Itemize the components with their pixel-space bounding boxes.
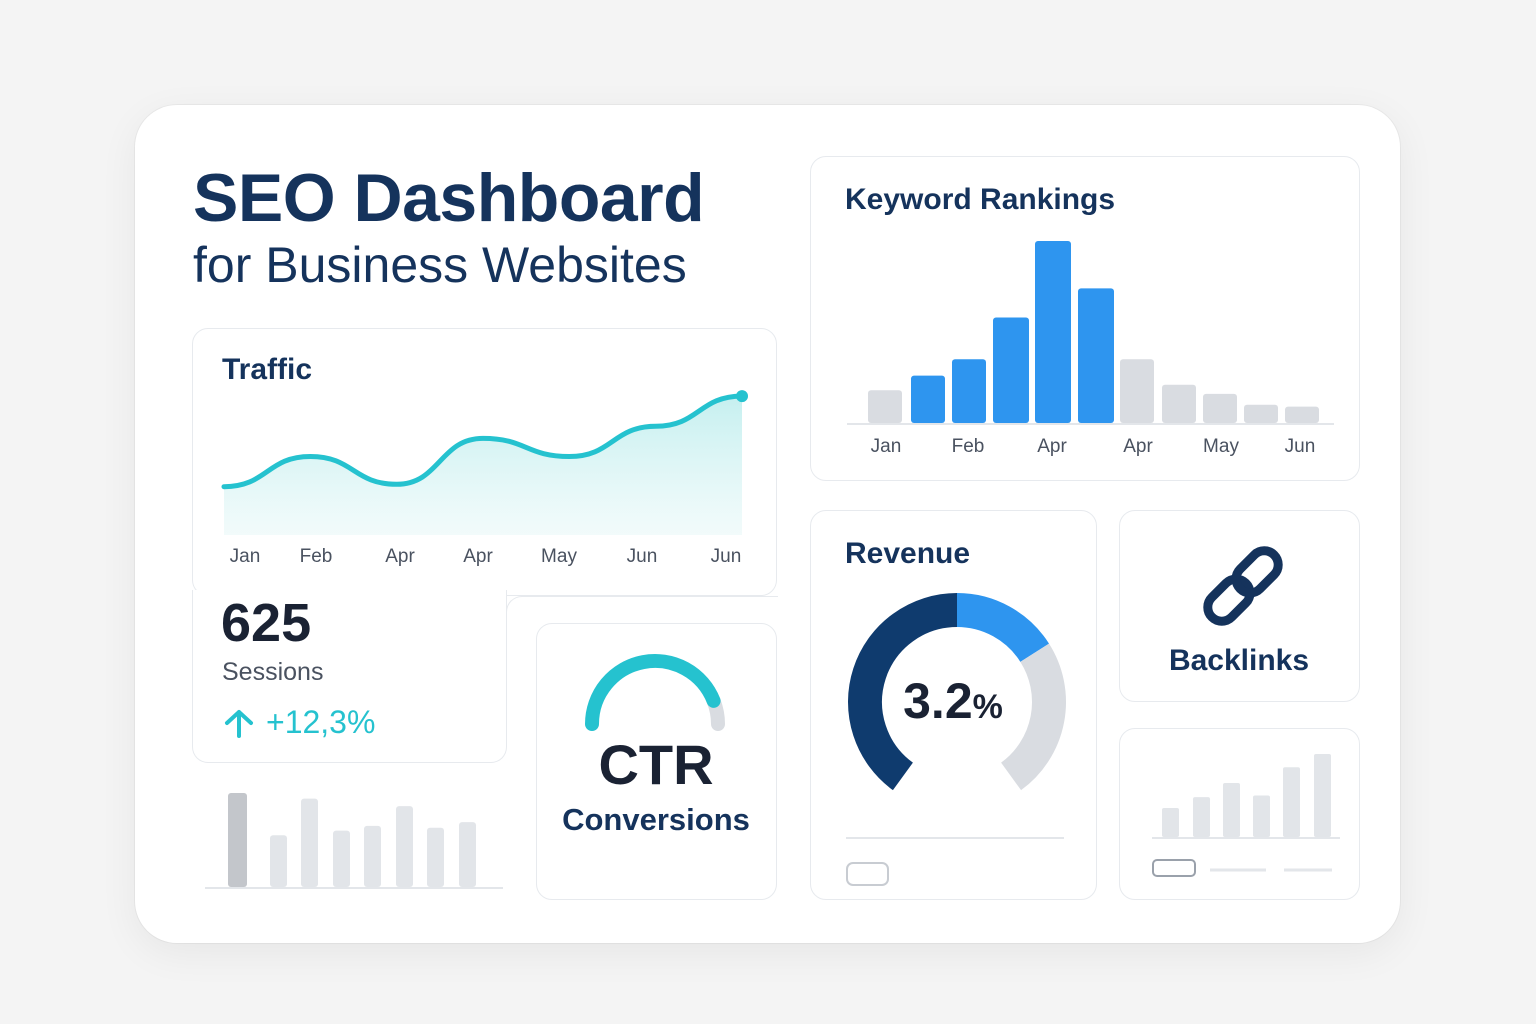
arrow-up-icon (225, 709, 253, 738)
keyword-x-tick: Jun (1284, 436, 1316, 457)
revenue-unit: % (972, 688, 1003, 726)
sessions-change: +12,3% (222, 704, 375, 741)
keyword-x-tick: Jan (870, 436, 902, 457)
keyword-x-tick: Apr (1037, 436, 1067, 457)
sessions-card[interactable] (192, 590, 507, 763)
traffic-x-tick: Feb (299, 546, 333, 567)
page-title: SEO Dashboard for Business Websites (193, 160, 705, 294)
backlinks-label: Backlinks (1168, 644, 1310, 677)
revenue-number: 3.2 (903, 673, 973, 729)
keyword-x-tick: Apr (1123, 436, 1153, 457)
title-subtitle: for Business Websites (193, 237, 687, 293)
sessions-value: 625 (221, 593, 312, 653)
ctr-sublabel: Conversions (562, 802, 750, 837)
mini-bars-card[interactable] (1119, 728, 1360, 900)
traffic-x-tick: Jun (626, 546, 658, 567)
traffic-x-tick: Jan (229, 546, 261, 567)
traffic-x-tick: Apr (463, 546, 493, 567)
revenue-title: Revenue (845, 537, 971, 570)
traffic-x-tick: Jun (710, 546, 742, 567)
ctr-label: CTR (598, 733, 714, 796)
title-main: SEO Dashboard (193, 160, 705, 236)
revenue-value: 3.2% (858, 672, 1048, 730)
card-notch (506, 596, 778, 626)
traffic-x-tick: Apr (385, 546, 415, 567)
keyword-rankings-title: Keyword Rankings (845, 183, 1116, 216)
keyword-x-tick: May (1203, 436, 1239, 457)
keyword-x-tick: Feb (951, 436, 985, 457)
traffic-title: Traffic (222, 353, 313, 386)
traffic-x-tick: May (541, 546, 577, 567)
sessions-change-value: +12,3% (266, 704, 376, 740)
sessions-label: Sessions (222, 658, 324, 686)
